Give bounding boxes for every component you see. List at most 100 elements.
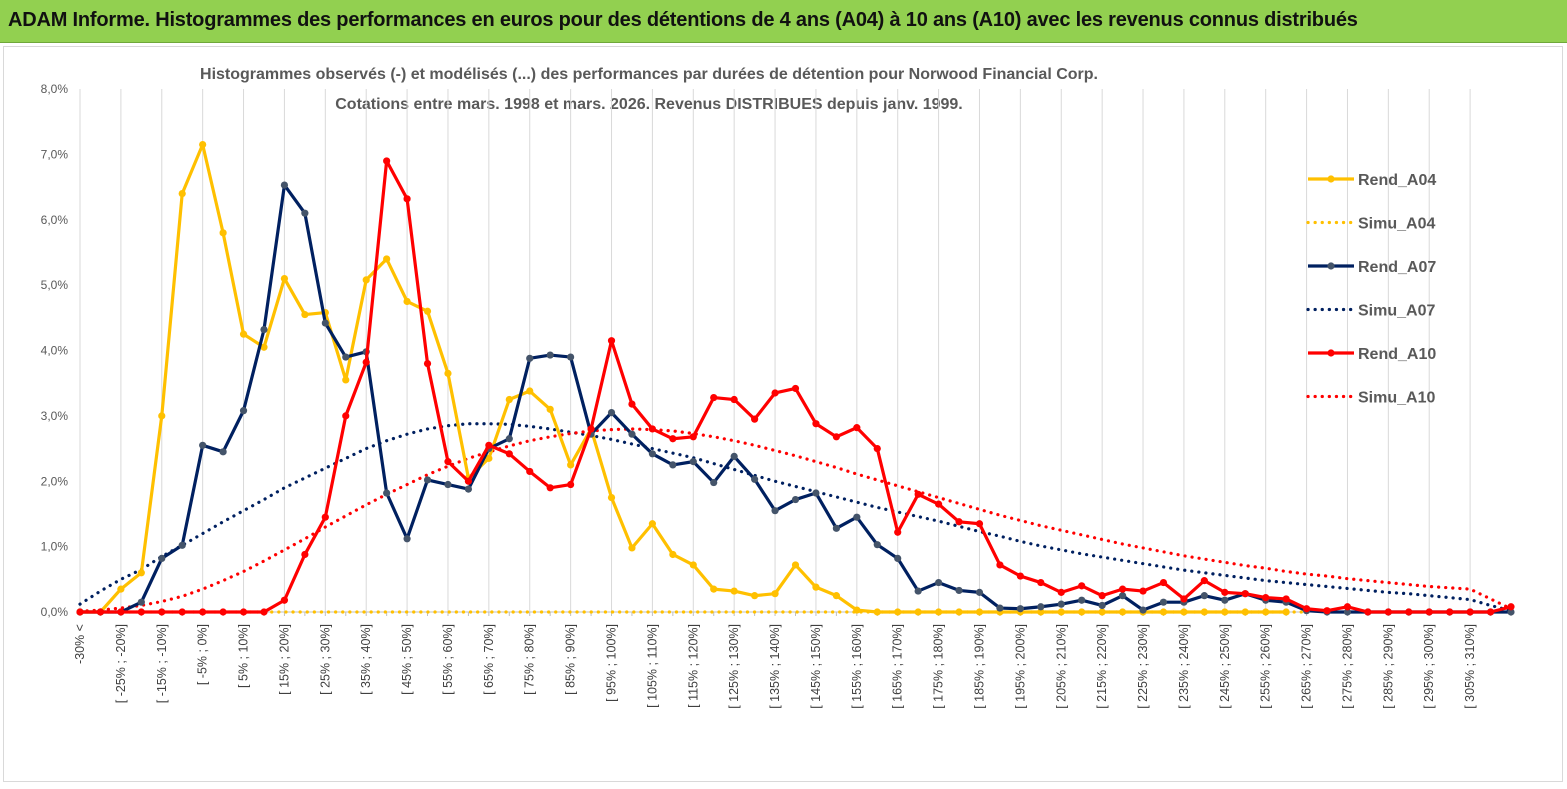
data-point [607, 493, 616, 502]
report-header-banner: ADAM Informe. Histogrammes des performan… [0, 0, 1567, 43]
x-tick-label: [ 95% ; 100%] [605, 624, 619, 702]
data-point [485, 441, 493, 449]
data-point [444, 458, 452, 466]
x-tick-label: [ 215% ; 220%] [1095, 624, 1109, 709]
data-point [1405, 608, 1413, 616]
data-point [1016, 605, 1024, 613]
data-point [464, 485, 473, 493]
data-point [137, 569, 145, 577]
data-point [975, 520, 984, 528]
data-point [1200, 608, 1208, 616]
data-point [546, 351, 554, 359]
data-point [853, 606, 861, 614]
series-rend-a07 [76, 181, 1515, 616]
data-point [771, 590, 779, 598]
data-point [853, 424, 861, 432]
data-point [301, 550, 309, 559]
data-point [423, 307, 432, 315]
legend-label: Simu_A10 [1358, 390, 1435, 407]
x-tick-label: [ 165% ; 170%] [891, 624, 905, 709]
x-tick-label: [ 245% ; 250%] [1218, 624, 1232, 709]
data-point [955, 518, 963, 526]
data-point [383, 489, 391, 497]
x-tick-label: [ -5% ; 0%] [196, 624, 210, 685]
data-point [1200, 592, 1208, 600]
data-point [1241, 590, 1249, 598]
data-point [689, 561, 697, 569]
x-tick-label: [ 15% ; 20%] [277, 624, 291, 695]
data-point [137, 598, 145, 606]
data-point [76, 608, 84, 616]
data-point [955, 608, 963, 616]
data-point [894, 528, 902, 536]
data-point [301, 209, 309, 217]
x-tick-label: [ 265% ; 270%] [1300, 624, 1314, 709]
data-point [812, 583, 820, 591]
data-point [689, 433, 697, 441]
x-tick-label: [ 175% ; 180%] [932, 624, 946, 709]
data-point [1241, 608, 1249, 616]
legend-entry-simu-a07: Simu_A07 [1306, 303, 1435, 320]
data-point [1282, 608, 1290, 616]
data-point [648, 450, 657, 458]
data-point [546, 484, 554, 492]
x-tick-label: [ 285% ; 290%] [1381, 624, 1395, 709]
data-point [791, 495, 800, 504]
y-tick-label: 4,0% [41, 344, 69, 358]
data-point [1098, 601, 1106, 610]
data-point [96, 608, 105, 616]
data-point [996, 561, 1004, 569]
data-point [423, 476, 432, 484]
data-point [526, 387, 534, 395]
data-point [1078, 582, 1086, 590]
data-point [832, 524, 840, 532]
x-tick-label: [ 65% ; 70%] [482, 624, 496, 695]
data-point [1118, 585, 1127, 593]
data-point [1384, 608, 1392, 616]
x-tick-label: [ 195% ; 200%] [1013, 624, 1027, 709]
x-tick-label: [ 235% ; 240%] [1177, 624, 1191, 709]
data-point [1343, 603, 1352, 611]
y-tick-label: 5,0% [41, 278, 69, 292]
x-tick-label: [ 225% ; 230%] [1136, 624, 1150, 709]
data-point [567, 353, 575, 361]
data-point [1507, 603, 1515, 611]
data-point [158, 412, 166, 420]
data-point [505, 435, 513, 443]
legend-entry-rend-a10: Rend_A10 [1308, 346, 1436, 363]
data-point [280, 596, 289, 604]
y-axis-tick-labels: 0,0% 1,0% 2,0% 3,0% 4,0% 5,0% 6,0% 7,0% 8,0% [41, 82, 69, 619]
data-point [730, 452, 738, 461]
data-point [567, 461, 575, 469]
x-tick-label: [ 145% ; 150%] [809, 624, 823, 709]
data-point [342, 412, 350, 420]
data-point [1282, 595, 1290, 603]
data-point [403, 535, 411, 543]
series-line [78, 422, 1513, 613]
data-point [239, 608, 248, 616]
legend-label: Rend_A07 [1358, 259, 1436, 276]
data-point [219, 229, 227, 237]
data-point [362, 358, 370, 366]
data-point [1221, 596, 1229, 604]
data-point [117, 608, 125, 616]
y-tick-label: 7,0% [41, 147, 69, 161]
data-point [669, 461, 677, 469]
series-rend-a04 [76, 140, 1290, 616]
x-tick-label: [ 75% ; 80%] [523, 624, 537, 695]
data-point [1507, 608, 1515, 616]
data-point [1098, 592, 1106, 600]
x-tick-label: [ -15% ; -10%] [155, 624, 169, 703]
x-tick-label: [ 35% ; 40%] [359, 624, 373, 695]
data-point [587, 425, 595, 433]
legend-entry-simu-a04: Simu_A04 [1306, 216, 1435, 233]
data-point [158, 554, 166, 562]
x-tick-label: [ 185% ; 190%] [972, 624, 986, 709]
x-tick-label: [ 105% ; 110%] [645, 624, 659, 708]
legend: Rend_A04 Simu_A04 Rend_A07 Simu_A07 Rend_A10… [1306, 172, 1436, 407]
series-lines [76, 140, 1515, 616]
data-point [812, 489, 820, 497]
data-point [730, 395, 738, 404]
data-point [628, 544, 636, 552]
y-tick-label: 8,0% [41, 82, 69, 96]
